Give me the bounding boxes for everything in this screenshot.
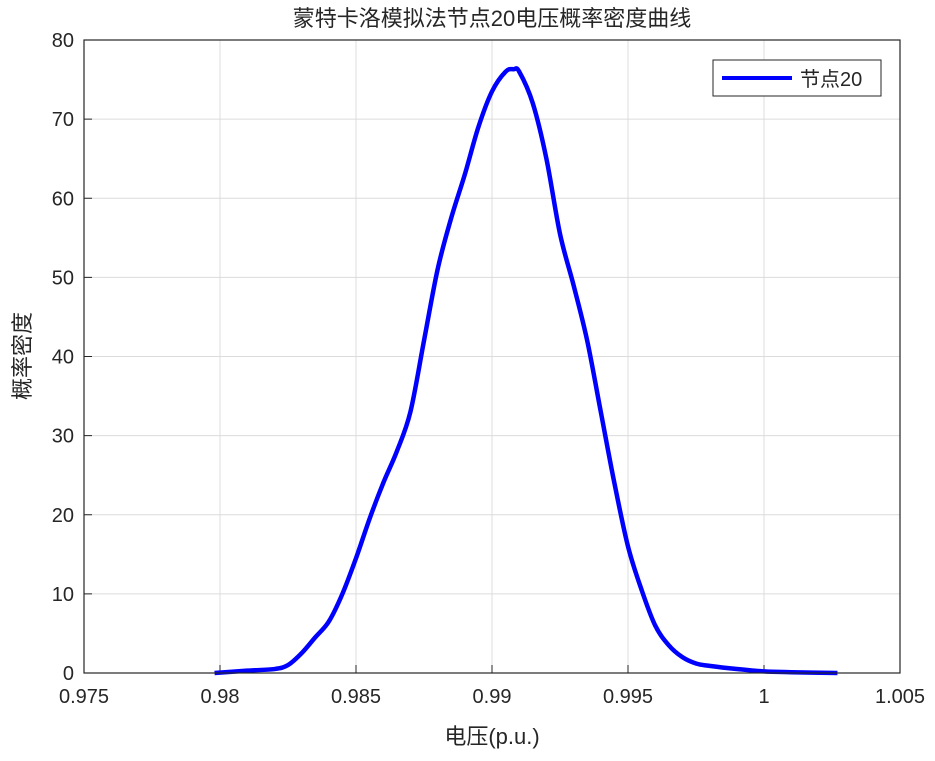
plot-frame [83,39,901,674]
x-tick-label: 0.985 [331,686,381,708]
chart-title: 蒙特卡洛模拟法节点20电压概率密度曲线 [293,6,691,31]
y-tick-label: 40 [52,347,74,369]
ticks: 0.975 0.98 0.985 0.99 0.995 1 1.005 0 10 20 30 40 50… [52,30,925,708]
y-tick-label: 60 [52,188,74,210]
x-tick-label: 0.975 [59,686,109,708]
series-line [214,66,838,676]
series [214,66,838,676]
x-tick-label: 1.005 [875,686,925,708]
y-tick-label: 30 [52,426,74,448]
x-axis-label: 电压(p.u.) [444,724,539,749]
y-axis-label: 概率密度 [10,312,35,400]
x-tick-label: 0.99 [473,686,512,708]
y-tick-label: 0 [63,663,74,685]
x-tick-label: 0.98 [201,686,240,708]
x-tick-label: 0.995 [603,686,653,708]
legend: 节点20 [712,59,882,97]
y-tick-label: 80 [52,30,74,52]
legend-label: 节点20 [800,68,862,91]
grid [83,39,901,674]
y-tick-label: 70 [52,109,74,131]
y-tick-label: 50 [52,267,74,289]
y-tick-label: 10 [52,584,74,606]
x-tick-label: 1 [758,686,769,708]
y-tick-label: 20 [52,505,74,527]
